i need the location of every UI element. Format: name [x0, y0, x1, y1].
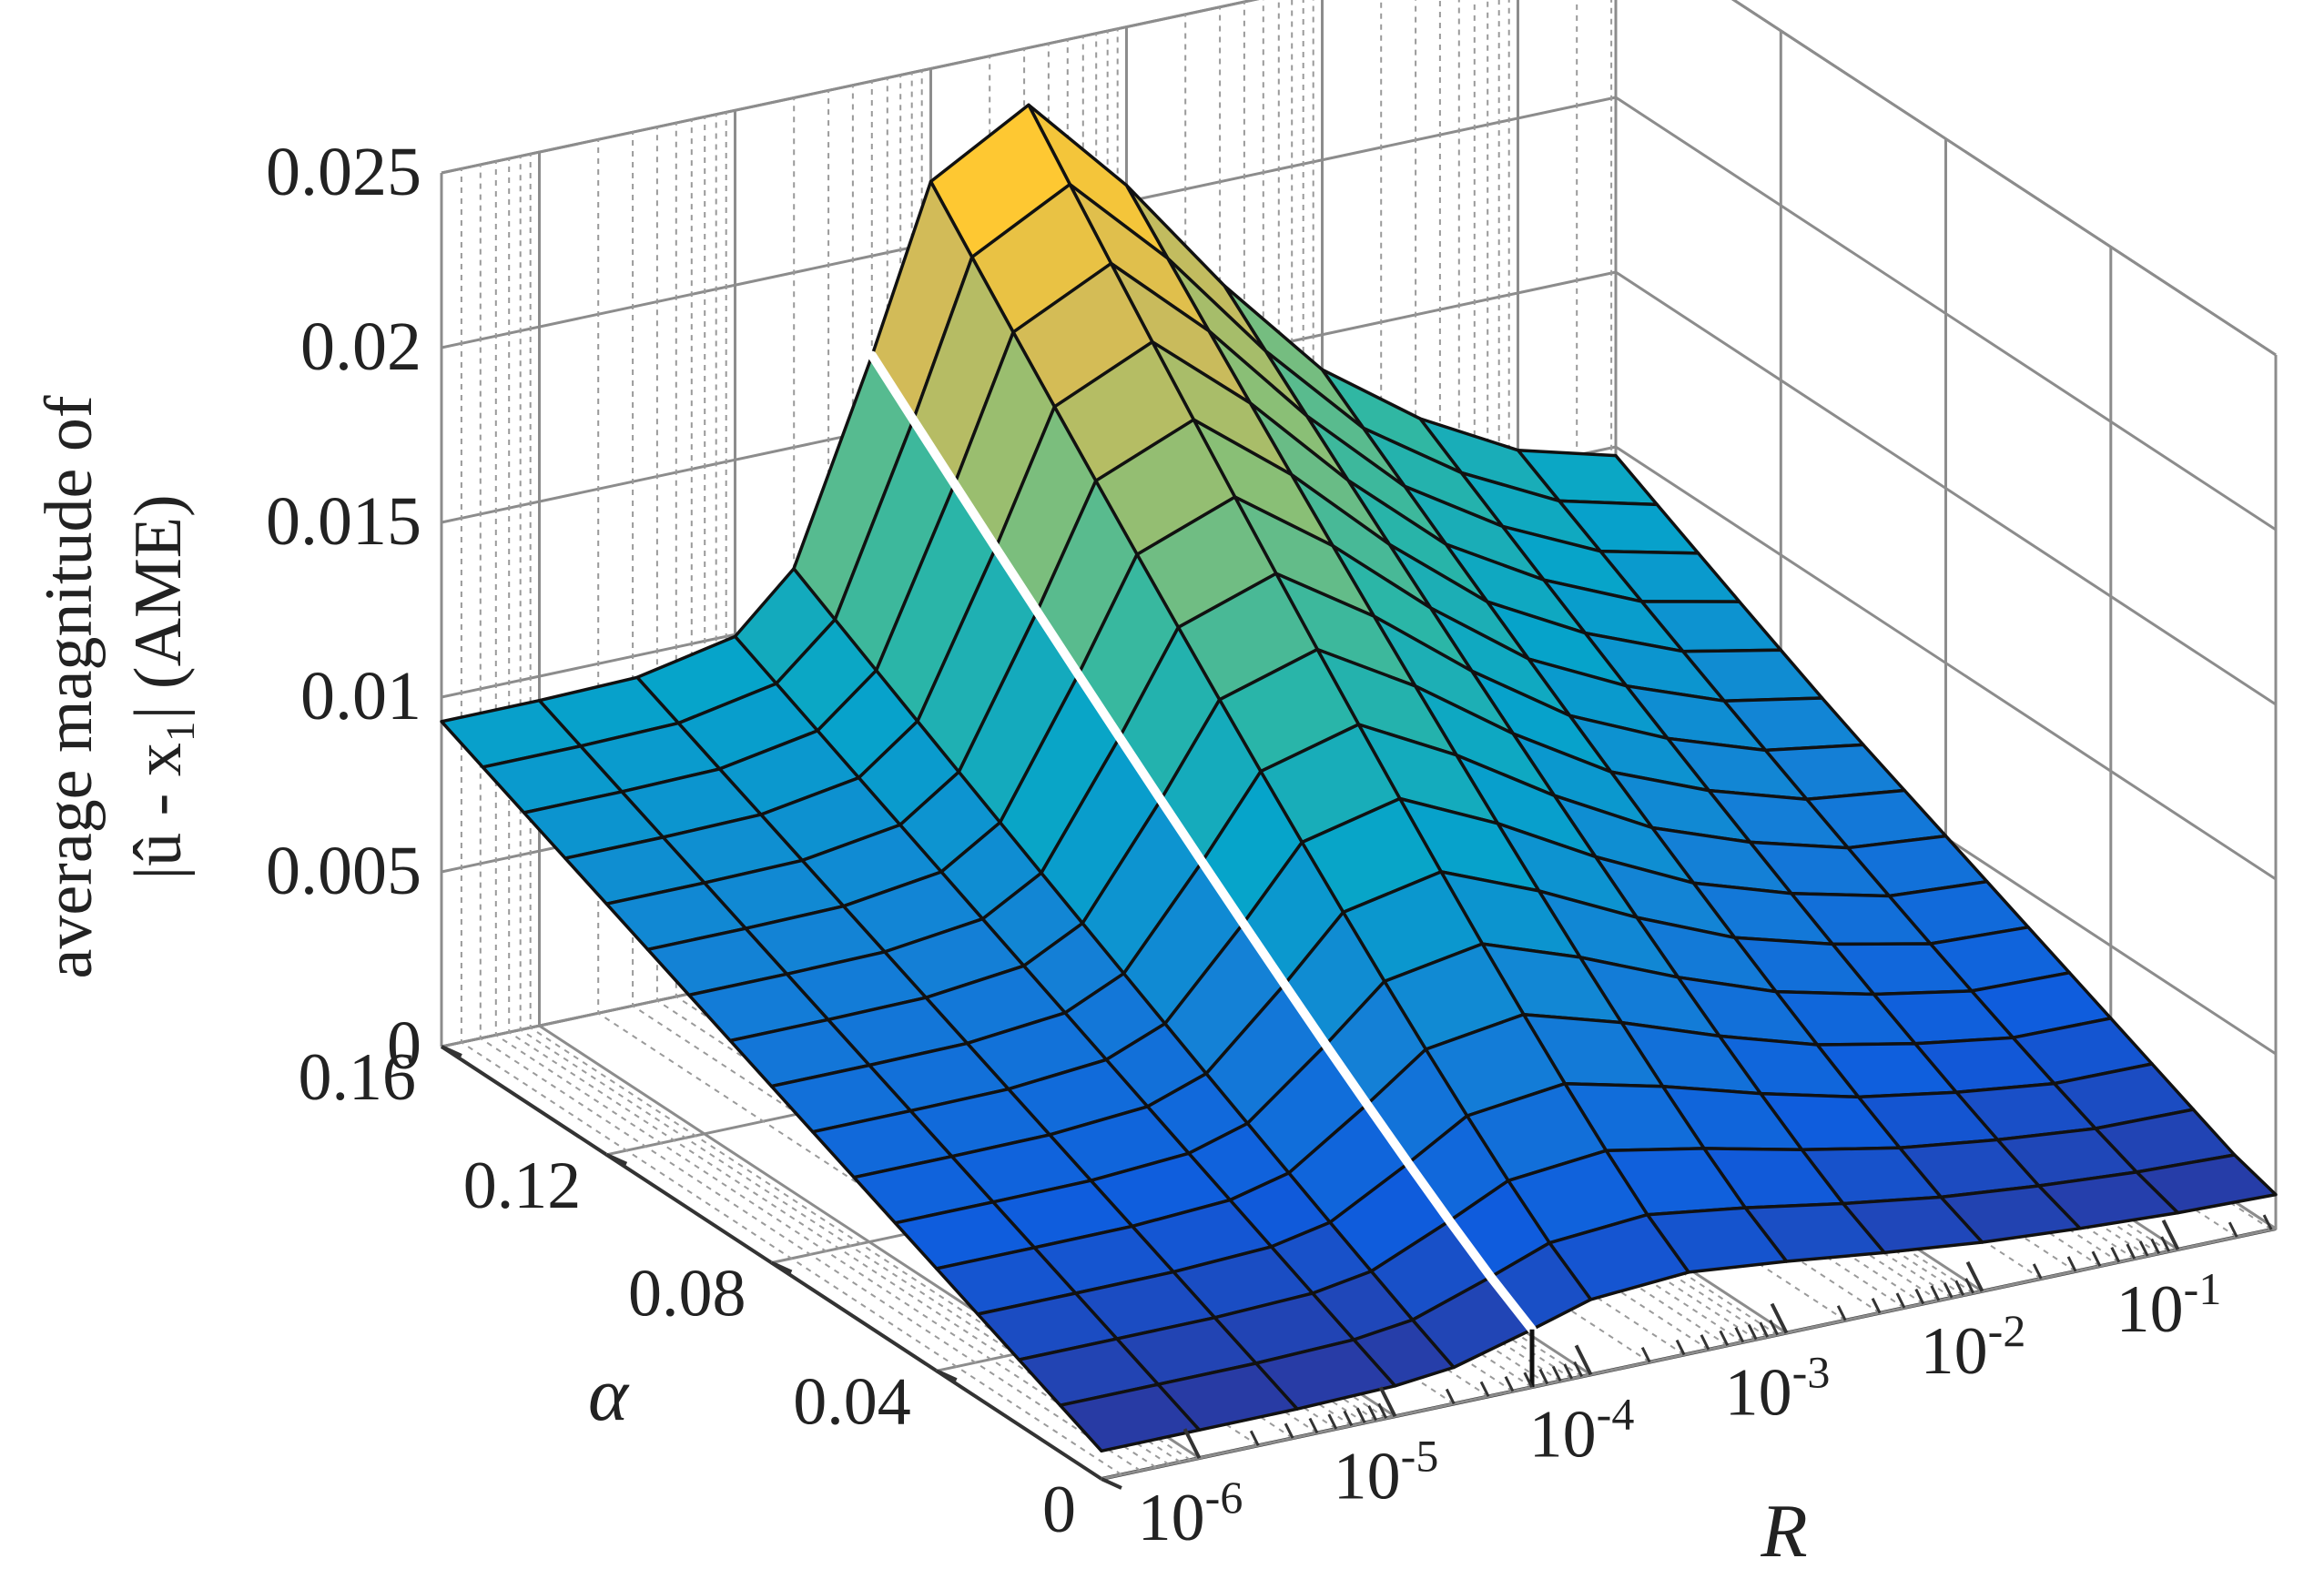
r-minor-tick-mark: [1538, 1368, 1549, 1385]
alpha-tick-label: 0: [1042, 1473, 1076, 1547]
r-minor-tick-mark: [1769, 1320, 1780, 1336]
alpha-tick-mark: [935, 1369, 958, 1382]
r-minor-tick-mark: [1504, 1375, 1515, 1392]
z-axis-label-line1: average magnitude of: [32, 395, 107, 978]
r-minor-gridline: [519, 156, 1182, 1463]
surface-plot: [440, 103, 2278, 1453]
r-minor-tick-mark: [2262, 1214, 2273, 1230]
r-minor-tick-mark: [1367, 1405, 1378, 1422]
alpha-gridline: [1101, 355, 2278, 1481]
r-minor-tick-mark: [1355, 1407, 1366, 1424]
r-minor-tick-mark: [1964, 1278, 1975, 1294]
r-tick-mark: [1574, 1344, 1593, 1376]
z-tick-label: 0.005: [266, 833, 421, 909]
r-minor-tick-mark: [1249, 1430, 1260, 1446]
r-tick-label: 10-5: [1334, 1430, 1439, 1513]
surface-facet: [1058, 1382, 1202, 1453]
y-axis-label: α: [588, 1352, 630, 1437]
r-minor-tick-mark: [1308, 1417, 1319, 1434]
z-tick-label: 0.01: [300, 658, 421, 734]
r-tick-mark: [1965, 1260, 1984, 1292]
r-minor-tick-mark: [1327, 1413, 1338, 1430]
z-axis-label-line2: |û - x₁| (AME): [121, 494, 196, 879]
r-minor-tick-mark: [1759, 1321, 1770, 1338]
alpha-tick-label: 0.12: [463, 1149, 582, 1223]
r-minor-gridline: [460, 168, 1122, 1476]
r-tick-label: 10-4: [1529, 1388, 1635, 1472]
r-minor-tick-mark: [2160, 1236, 2171, 1252]
alpha-tick-mark: [1101, 1477, 1122, 1490]
r-minor-tick-mark: [1563, 1363, 1574, 1380]
alpha-tick-mark: [441, 1045, 462, 1058]
r-minor-tick-mark: [1719, 1330, 1730, 1347]
r-tick-mark: [1770, 1302, 1789, 1334]
tick-labels: 0 0.005 0.01 0.015 0.02 0.025 0 0.04 0.08 0.12 0.1…: [266, 134, 2273, 1555]
z-gridline: [441, 0, 2277, 357]
r-tick-mark: [1182, 1428, 1202, 1459]
z-tick-label: 0.025: [266, 134, 421, 210]
r-minor-tick-mark: [1734, 1327, 1745, 1343]
r-minor-tick-mark: [1954, 1280, 1965, 1296]
r-minor-tick-mark: [2228, 1221, 2238, 1238]
r-minor-tick-mark: [1895, 1292, 1906, 1309]
r-minor-tick-mark: [1523, 1371, 1534, 1388]
r-minor-tick-mark: [1914, 1288, 1925, 1305]
r-minor-tick-mark: [2066, 1256, 2077, 1272]
r-minor-tick-mark: [1445, 1388, 1456, 1405]
r-minor-gridline: [479, 164, 1142, 1472]
z-tick-label: 0.015: [266, 483, 421, 560]
r-minor-tick-mark: [1675, 1339, 1686, 1356]
r-minor-tick-mark: [2126, 1243, 2136, 1260]
r-minor-tick-mark: [2091, 1250, 2102, 1267]
r-minor-tick-mark: [2032, 1263, 2043, 1280]
r-minor-gridline: [494, 161, 1157, 1469]
r-minor-tick-mark: [1943, 1282, 1954, 1299]
z-tick-label: 0.02: [300, 309, 421, 385]
r-tick-mark: [2161, 1220, 2180, 1250]
r-minor-tick-mark: [1747, 1324, 1758, 1341]
r-tick-mark: [1378, 1386, 1397, 1418]
r-minor-tick-mark: [1573, 1361, 1584, 1378]
r-minor-tick-mark: [1377, 1402, 1388, 1420]
r-minor-tick-mark: [1551, 1365, 1562, 1382]
r-minor-tick-mark: [1284, 1422, 1294, 1439]
r-minor-tick-mark: [2110, 1247, 2121, 1263]
r-minor-tick-mark: [1343, 1410, 1354, 1427]
r-minor-tick-mark: [1700, 1334, 1710, 1351]
highlight-polyline: [868, 350, 1537, 1334]
z-tick-label: 0: [387, 1007, 421, 1084]
r-minor-tick-mark: [1640, 1346, 1651, 1363]
alpha-tick-label: 0.04: [793, 1364, 911, 1439]
r-minor-tick-mark: [1871, 1298, 1882, 1314]
r-minor-gridline: [529, 154, 1192, 1462]
r-tick-label: 10-6: [1138, 1472, 1243, 1555]
r-minor-tick-mark: [1836, 1305, 1847, 1321]
r-minor-tick-mark: [1479, 1381, 1490, 1398]
alpha-tick-mark: [605, 1152, 628, 1166]
alpha-tick-label: 0.16: [299, 1040, 417, 1115]
highlight-line: [868, 350, 1537, 1388]
r-tick-label: 10-1: [2116, 1263, 2222, 1347]
r-minor-tick-mark: [1930, 1285, 1941, 1301]
r-minor-tick-mark: [2138, 1240, 2149, 1257]
alpha-tick-mark: [770, 1260, 793, 1274]
r-minor-tick-mark: [2150, 1238, 2161, 1255]
alpha-tick-label: 0.08: [628, 1257, 746, 1331]
r-minor-gridline: [508, 158, 1170, 1466]
r-tick-label: 10-2: [1921, 1305, 2026, 1389]
r-tick-label: 10-3: [1725, 1347, 1831, 1431]
x-axis-label: R: [1760, 1489, 1807, 1574]
